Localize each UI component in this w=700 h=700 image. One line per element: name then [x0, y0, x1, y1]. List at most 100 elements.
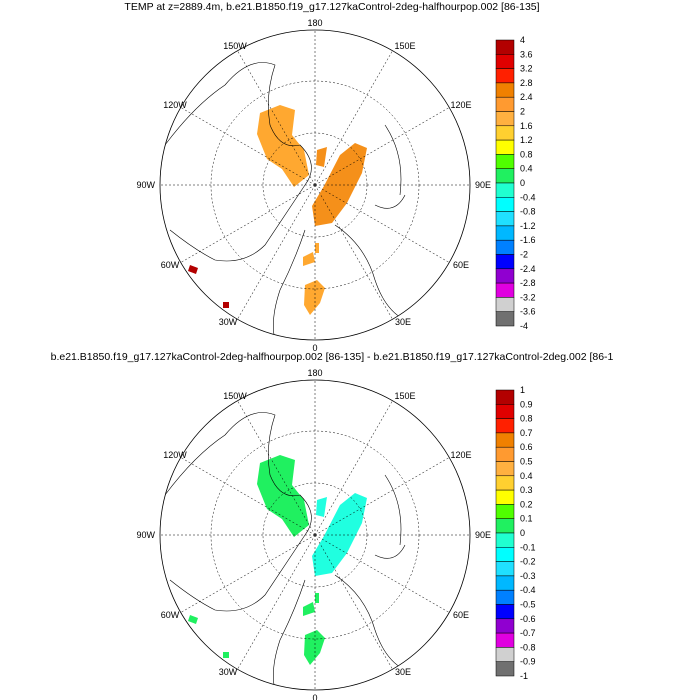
longitude-label-0: 0	[312, 343, 317, 353]
longitude-label-150E: 150E	[394, 391, 415, 401]
anomaly-region	[312, 493, 367, 576]
colorbar-box	[495, 404, 515, 419]
colorbar-box	[495, 268, 515, 284]
longitude-label-30W: 30W	[219, 667, 238, 677]
colorbar-box	[495, 418, 515, 434]
colorbar-label: -3.2	[520, 292, 536, 302]
longitude-label-30E: 30E	[395, 317, 411, 327]
latitude-circle	[262, 482, 368, 588]
colorbar-box	[495, 311, 515, 327]
anomaly-region	[304, 280, 325, 315]
colorbar-label: 0.8	[520, 149, 533, 159]
colorbar: 4 3.6 3.2 2.8 2.4 2 1.6 1.2 0.8 0.4 0 -0.4 -0.8 -1.2 -…	[495, 35, 536, 331]
longitude-label-90E: 90E	[475, 530, 491, 540]
colorbar-label: 1	[520, 385, 525, 395]
meridian-line	[180, 107, 316, 186]
colorbar-label: 0.4	[520, 164, 533, 174]
colorbar-label: 0.2	[520, 499, 533, 509]
latitude-circle	[210, 430, 420, 640]
panel-title: TEMP at z=2889.4m, b.e21.B1850.f19_g17.1…	[124, 1, 539, 13]
map-panel-2: b.e21.B1850.f19_g17.127kaControl-2deg-ha…	[51, 351, 614, 700]
anomaly-region	[303, 602, 315, 616]
map-boundary	[159, 29, 471, 341]
colorbar-label: -0.6	[520, 614, 536, 624]
meridian-line	[314, 534, 393, 670]
colorbar-box	[495, 547, 515, 562]
anomaly-region	[316, 497, 327, 517]
colorbar-label: -0.5	[520, 600, 536, 610]
colorbar-label: 0.1	[520, 514, 533, 524]
coastline	[164, 62, 406, 340]
anomaly-region-edge	[188, 615, 229, 658]
colorbar-label: -0.4	[520, 192, 536, 202]
colorbar-box	[495, 297, 515, 312]
longitude-label-30W: 30W	[219, 317, 238, 327]
colorbar-label: 0.3	[520, 485, 533, 495]
colorbar-label: -1.2	[520, 221, 536, 231]
anomaly-region	[304, 630, 325, 665]
colorbar-box	[495, 282, 515, 298]
colorbar-box	[495, 225, 515, 241]
colorbar-label: 3.6	[520, 49, 533, 59]
longitude-label-90E: 90E	[475, 180, 491, 190]
colorbar-box	[495, 618, 515, 634]
map-boundary	[159, 379, 471, 691]
colorbar-box	[495, 632, 515, 648]
colorbar-box	[495, 254, 515, 270]
colorbar-box	[495, 561, 515, 577]
colorbar-box	[495, 111, 515, 127]
colorbar-box	[495, 154, 515, 169]
anomaly-region	[316, 147, 327, 167]
colorbar-box	[495, 532, 515, 548]
colorbar-box	[495, 182, 515, 198]
meridian-line	[314, 457, 450, 536]
colorbar-box	[495, 518, 515, 534]
meridian-line	[237, 50, 316, 186]
longitude-label-150E: 150E	[394, 41, 415, 51]
latitude-circle	[262, 132, 368, 238]
colorbar-label: -4	[520, 321, 528, 331]
colorbar-label: 0.9	[520, 399, 533, 409]
anomaly-region	[303, 252, 315, 266]
colorbar-label: -0.2	[520, 557, 536, 567]
colorbar-label: -0.8	[520, 207, 536, 217]
colorbar-box	[495, 446, 515, 462]
longitude-label-90W: 90W	[136, 180, 155, 190]
colorbar-box	[495, 139, 515, 155]
colorbar-label: -0.9	[520, 657, 536, 667]
longitude-label-60E: 60E	[453, 610, 469, 620]
map-panel-1: TEMP at z=2889.4m, b.e21.B1850.f19_g17.1…	[124, 1, 539, 353]
meridian-line	[314, 50, 393, 186]
meridian-line	[314, 534, 450, 613]
meridian-line	[237, 184, 316, 320]
longitude-label-90W: 90W	[136, 530, 155, 540]
colorbar-label: 2.8	[520, 78, 533, 88]
longitude-label-60E: 60E	[453, 260, 469, 270]
colorbar-label: -0.7	[520, 628, 536, 638]
meridian-line	[314, 107, 450, 186]
panel-title: b.e21.B1850.f19_g17.127kaControl-2deg-ha…	[51, 351, 614, 363]
longitude-label-30E: 30E	[395, 667, 411, 677]
colorbar-label: 0.4	[520, 471, 533, 481]
longitude-label-150W: 150W	[223, 41, 247, 51]
colorbar-label: 0	[520, 178, 525, 188]
colorbar-box	[495, 197, 515, 212]
meridian-line	[180, 534, 316, 613]
colorbar-label: -3.6	[520, 307, 536, 317]
colorbar-box	[495, 82, 515, 98]
longitude-label-120E: 120E	[450, 100, 471, 110]
longitude-label-180: 180	[307, 18, 322, 28]
colorbar-label: 3.2	[520, 64, 533, 74]
colorbar-label: -0.3	[520, 571, 536, 581]
colorbar-label: 0.8	[520, 414, 533, 424]
coastline	[164, 412, 406, 690]
colorbar-box	[495, 54, 515, 69]
colorbar-box	[495, 661, 515, 677]
colorbar-box	[495, 168, 515, 184]
colorbar-label: 2	[520, 107, 525, 117]
colorbar-box	[495, 239, 515, 255]
colorbar-box	[495, 96, 515, 112]
colorbar-label: 1.2	[520, 135, 533, 145]
colorbar-label: 4	[520, 35, 525, 45]
longitude-label-60W: 60W	[161, 260, 180, 270]
